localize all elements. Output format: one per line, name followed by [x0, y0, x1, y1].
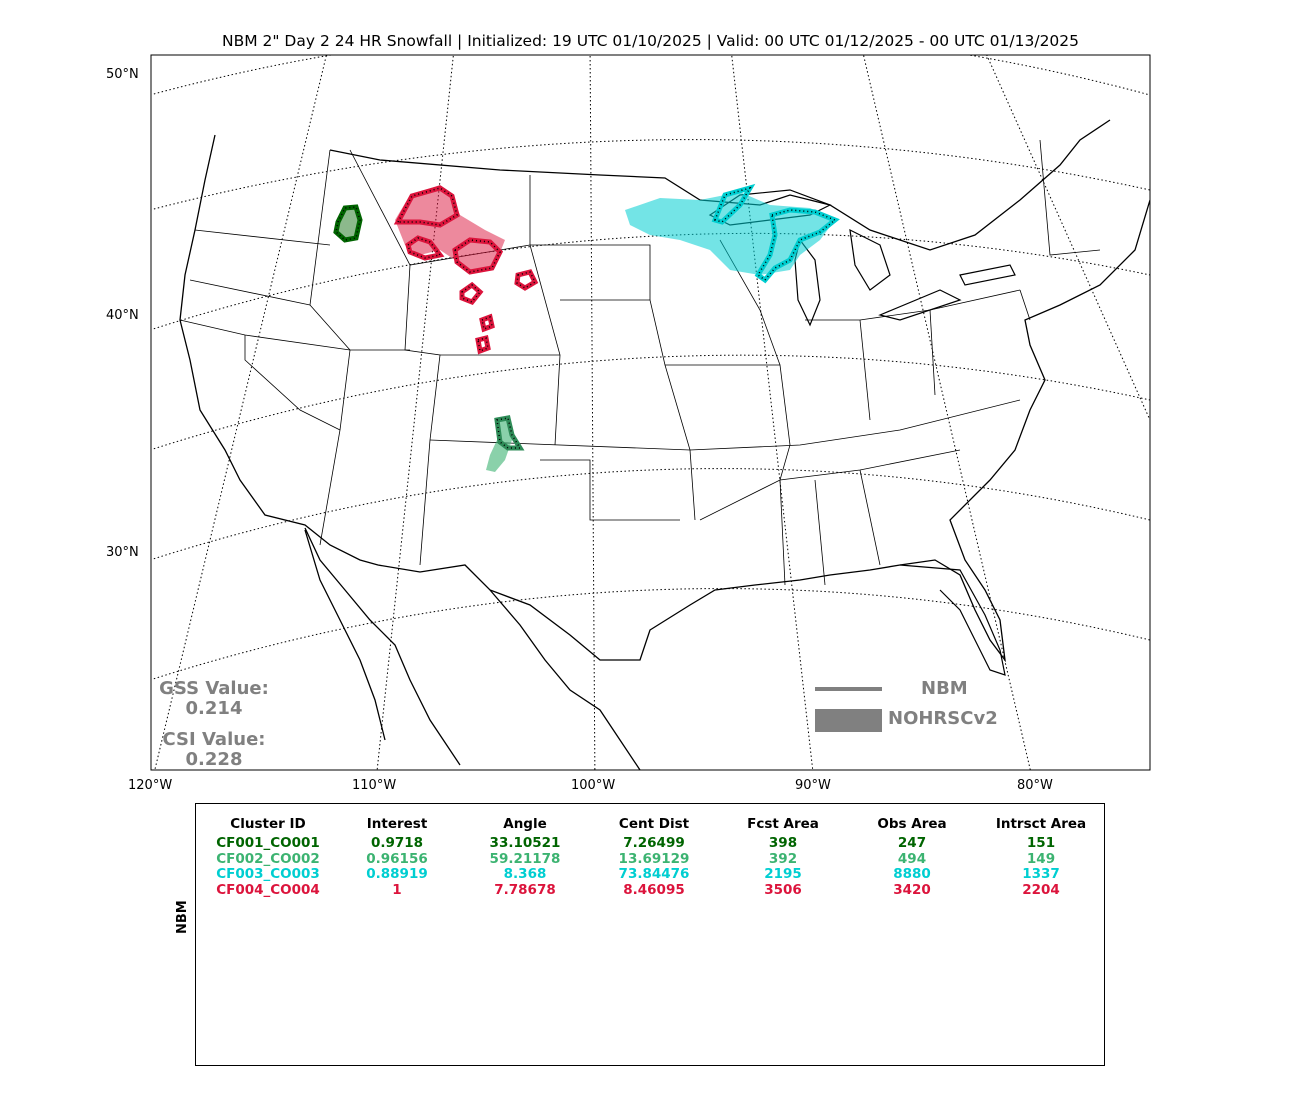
lon-label-80: 80°W [1017, 778, 1053, 793]
table-cell-interest: 0.96156 [366, 850, 428, 867]
table-cell-cent-dist: 13.69129 [618, 850, 690, 867]
lon-label-100: 100°W [571, 778, 616, 793]
graticule-latitudes [151, 55, 1150, 681]
column-header-interest: Interest [366, 816, 428, 832]
column-header-angle: Angle [503, 816, 547, 832]
map-frame [150, 54, 1151, 771]
table-cell-fcst-area: 3506 [764, 881, 802, 898]
table-cell-intrsct-area: 2204 [1022, 881, 1060, 898]
table-cell-angle: 8.368 [503, 866, 547, 882]
lat-label-40: 40°N [106, 308, 139, 323]
table-cell-fcst-area: 2195 [764, 866, 802, 882]
table-cell-intrsct-area: 151 [1026, 835, 1056, 851]
table-cell-intrsct-area: 1337 [1022, 866, 1060, 882]
legend-observed-swatch [815, 709, 882, 732]
table-cell-cluster-id: CF003_CO003 [216, 866, 320, 882]
lake-ontario [959, 264, 1016, 286]
csi-label: CSI Value: [162, 729, 266, 750]
table-cell-cent-dist: 8.46095 [623, 881, 685, 898]
table-cell-interest: 0.9718 [370, 835, 424, 851]
cluster-cf003 [625, 183, 840, 284]
table-side-label: NBM [175, 900, 190, 934]
table-cell-angle: 59.21178 [489, 850, 561, 867]
table-cell-fcst-area: 392 [768, 850, 798, 867]
column-header-cluster-id: Cluster ID [230, 816, 306, 832]
table-cell-cluster-id: CF001_CO001 [216, 835, 320, 851]
lon-label-110: 110°W [352, 778, 397, 793]
cluster-table: NBM Cluster ID Interest Angle Cent Dist Fcst… [175, 803, 1105, 1066]
table-cell-obs-area: 494 [897, 850, 927, 867]
column-header-fcst-area: Fcst Area [747, 816, 819, 832]
table-cell-interest: 1 [392, 881, 402, 898]
table-cell-angle: 7.78678 [494, 881, 556, 898]
gss-value: 0.214 [185, 698, 243, 719]
graticule-longitudes [154, 55, 1150, 770]
cluster-cf001 [333, 204, 363, 243]
table-cell-cluster-id: CF002_CO002 [216, 850, 320, 867]
baja-outline [304, 529, 386, 741]
lat-label-30: 30°N [106, 545, 139, 560]
csi-value: 0.228 [185, 749, 243, 770]
florida-outline [899, 564, 1006, 676]
column-header-intrsct-area: Intrsct Area [995, 816, 1087, 832]
lon-label-120: 120°W [128, 778, 173, 793]
legend-forecast-label: NBM [921, 678, 968, 699]
lake-erie [878, 289, 962, 321]
lake-huron [849, 228, 891, 291]
us-outline [179, 134, 1150, 663]
cluster-cf002 [486, 415, 525, 472]
column-header-cent-dist: Cent Dist [618, 816, 690, 832]
table-cell-cent-dist: 7.26499 [623, 835, 685, 851]
mexico-border [304, 527, 641, 770]
gss-label: GSS Value: [159, 678, 269, 699]
lon-label-90: 90°W [795, 778, 831, 793]
state-borders [179, 139, 1101, 586]
table-cell-fcst-area: 398 [768, 835, 798, 851]
column-header-obs-area: Obs Area [877, 816, 947, 832]
lat-label-50: 50°N [106, 67, 139, 82]
map-title: NBM 2" Day 2 24 HR Snowfall | Initialize… [221, 32, 1080, 50]
table-cell-intrsct-area: 149 [1026, 850, 1056, 867]
map-content [151, 55, 1150, 770]
legend-observed-label: NOHRSCv2 [888, 708, 998, 729]
table-cell-interest: 0.88919 [366, 866, 428, 882]
table-cell-angle: 33.10521 [489, 835, 561, 851]
table-cell-obs-area: 247 [897, 835, 927, 851]
table-cell-obs-area: 8880 [893, 866, 931, 882]
table-cell-cluster-id: CF004_CO004 [216, 881, 320, 898]
cluster-cf004 [393, 185, 539, 355]
snow-clusters [333, 183, 840, 472]
table-cell-obs-area: 3420 [893, 881, 931, 898]
table-cell-cent-dist: 73.84476 [618, 866, 690, 882]
